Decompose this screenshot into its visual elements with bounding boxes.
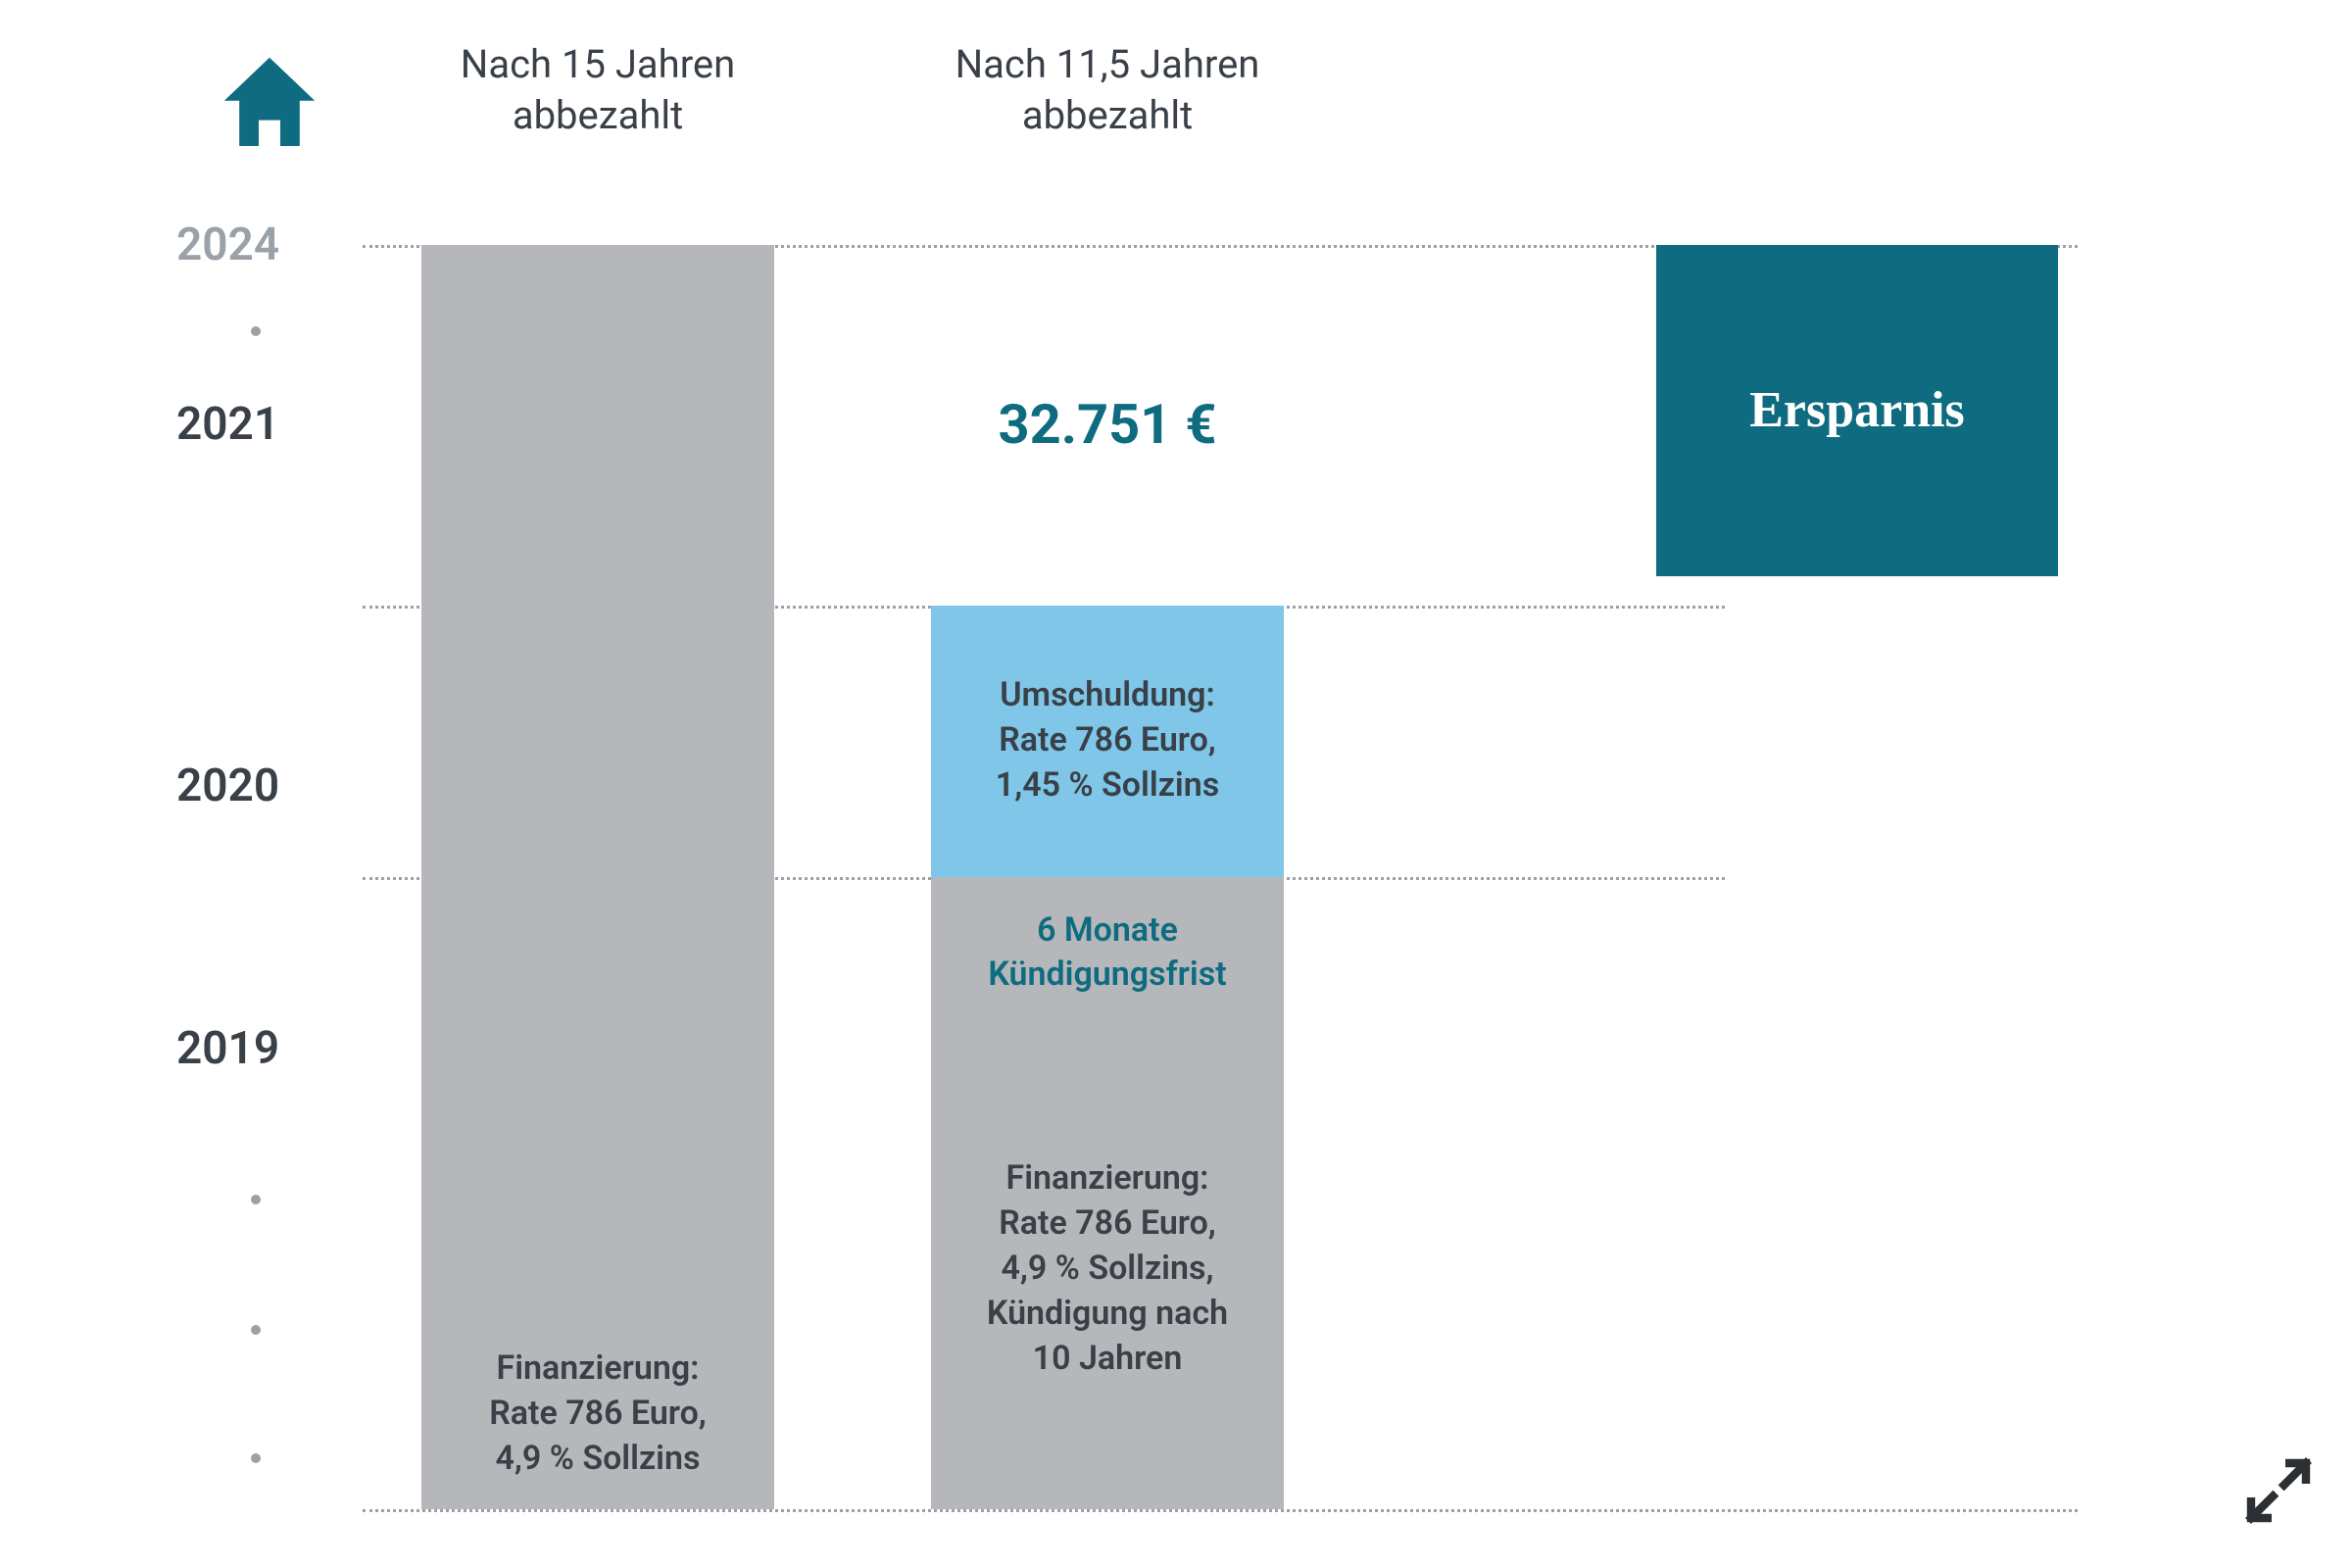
y-axis-label: 2021 — [176, 398, 333, 451]
y-axis-dot — [251, 326, 261, 336]
column-header-2: Nach 11,5 Jahrenabbezahlt — [931, 39, 1284, 141]
bar-segment: Finanzierung:Rate 786 Euro,4,9 % Sollzin… — [931, 1029, 1284, 1509]
bar-segment: 6 MonateKündigungsfrist — [931, 877, 1284, 1029]
savings-amount: 32.751 € — [931, 392, 1284, 457]
header-row: Nach 15 Jahrenabbezahlt Nach 11,5 Jahren… — [176, 39, 2176, 196]
column-header-1: Nach 15 Jahrenabbezahlt — [421, 39, 774, 141]
y-axis-label: 2024 — [176, 219, 333, 271]
y-axis-label: 2019 — [176, 1022, 333, 1075]
bar-segment-text: 6 MonateKündigungsfrist — [988, 908, 1226, 999]
plot-area: 2024202120202019Finanzierung:Rate 786 Eu… — [176, 245, 2176, 1509]
y-axis-label: 2020 — [176, 760, 333, 812]
financing-comparison-chart: Nach 15 Jahrenabbezahlt Nach 11,5 Jahren… — [176, 39, 2176, 1529]
y-axis-dot — [251, 1195, 261, 1204]
y-axis-dot — [251, 1325, 261, 1335]
bar-segment: Umschuldung:Rate 786 Euro,1,45 % Sollzin… — [931, 606, 1284, 877]
bar-segment: Finanzierung:Rate 786 Euro,4,9 % Sollzin… — [421, 245, 774, 1509]
bar-segment-text: Umschuldung:Rate 786 Euro,1,45 % Sollzin… — [996, 673, 1219, 808]
bar-segment-text: Finanzierung:Rate 786 Euro,4,9 % Sollzin… — [987, 1156, 1228, 1381]
house-icon — [216, 49, 323, 161]
savings-label-box: Ersparnis — [1656, 245, 2058, 576]
bar-original-financing: Finanzierung:Rate 786 Euro,4,9 % Sollzin… — [421, 245, 774, 1509]
y-axis-dot — [251, 1453, 261, 1463]
grid-line — [363, 1509, 2078, 1512]
savings-label: Ersparnis — [1749, 381, 1965, 439]
expand-icon[interactable] — [2244, 1456, 2313, 1529]
bar-segment-text: Finanzierung:Rate 786 Euro,4,9 % Sollzin… — [489, 1347, 707, 1482]
